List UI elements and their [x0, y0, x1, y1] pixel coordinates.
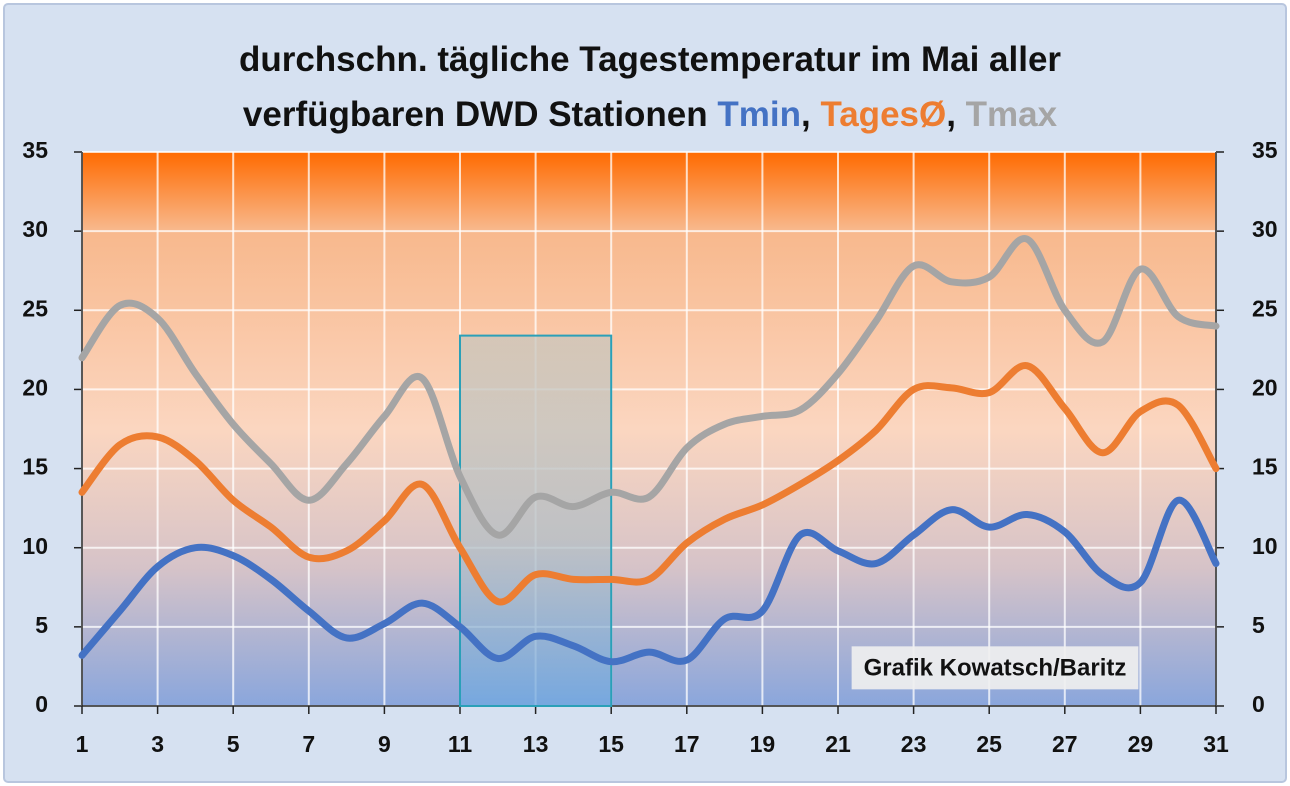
y-tick-label: 25: [22, 295, 48, 321]
title-segment: ,: [801, 95, 820, 134]
title-segment: verfügbaren DWD Stationen: [243, 95, 717, 134]
x-tick-label: 21: [825, 731, 851, 757]
y2-tick-label: 20: [1252, 375, 1278, 401]
title-segment: Tmin: [717, 95, 801, 134]
x-tick-label: 25: [976, 731, 1002, 757]
y-tick-label: 0: [35, 691, 48, 717]
y2-tick-label: 0: [1252, 691, 1265, 717]
y-tick-label: 20: [22, 375, 48, 401]
x-tick-label: 23: [901, 731, 927, 757]
title-segment: ,: [946, 95, 965, 134]
x-tick-label: 31: [1203, 731, 1229, 757]
chart-title: durchschn. tägliche Tagestemperatur im M…: [239, 40, 1061, 134]
x-tick-label: 1: [76, 731, 89, 757]
x-tick-label: 13: [523, 731, 549, 757]
y2-tick-label: 15: [1252, 454, 1278, 480]
series-line: [78, 496, 1220, 666]
y-tick-label: 10: [22, 533, 48, 559]
y2-tick-label: 10: [1252, 533, 1278, 559]
title-line: verfügbaren DWD Stationen Tmin, TagesØ, …: [243, 95, 1058, 134]
y-tick-label: 35: [22, 137, 48, 163]
title-line: durchschn. tägliche Tagestemperatur im M…: [239, 40, 1061, 79]
y2-tick-label: 5: [1252, 612, 1265, 638]
y-tick-label: 30: [22, 216, 48, 242]
series-line: [78, 362, 1220, 606]
annotation: Grafik Kowatsch/Baritz: [864, 654, 1127, 681]
x-tick-label: 5: [227, 731, 240, 757]
title-segment: Tmax: [966, 95, 1058, 134]
x-tick-label: 19: [750, 731, 776, 757]
y-tick-label: 15: [22, 454, 48, 480]
y2-tick-label: 25: [1252, 295, 1278, 321]
series-line: [78, 235, 1220, 539]
x-tick-label: 3: [151, 731, 164, 757]
x-tick-label: 17: [674, 731, 700, 757]
title-segment: TagesØ: [820, 95, 946, 134]
x-tick-label: 15: [598, 731, 624, 757]
x-tick-label: 9: [378, 731, 391, 757]
y2-tick-label: 35: [1252, 137, 1278, 163]
annotation-box: [851, 646, 1139, 690]
x-tick-label: 29: [1128, 731, 1154, 757]
x-tick-label: 27: [1052, 731, 1078, 757]
y2-tick-label: 30: [1252, 216, 1278, 242]
x-tick-label: 7: [302, 731, 315, 757]
y-tick-label: 5: [35, 612, 48, 638]
plot-area: [82, 152, 1216, 706]
title-segment: durchschn. tägliche Tagestemperatur im M…: [239, 40, 1061, 79]
x-tick-label: 11: [448, 731, 473, 757]
